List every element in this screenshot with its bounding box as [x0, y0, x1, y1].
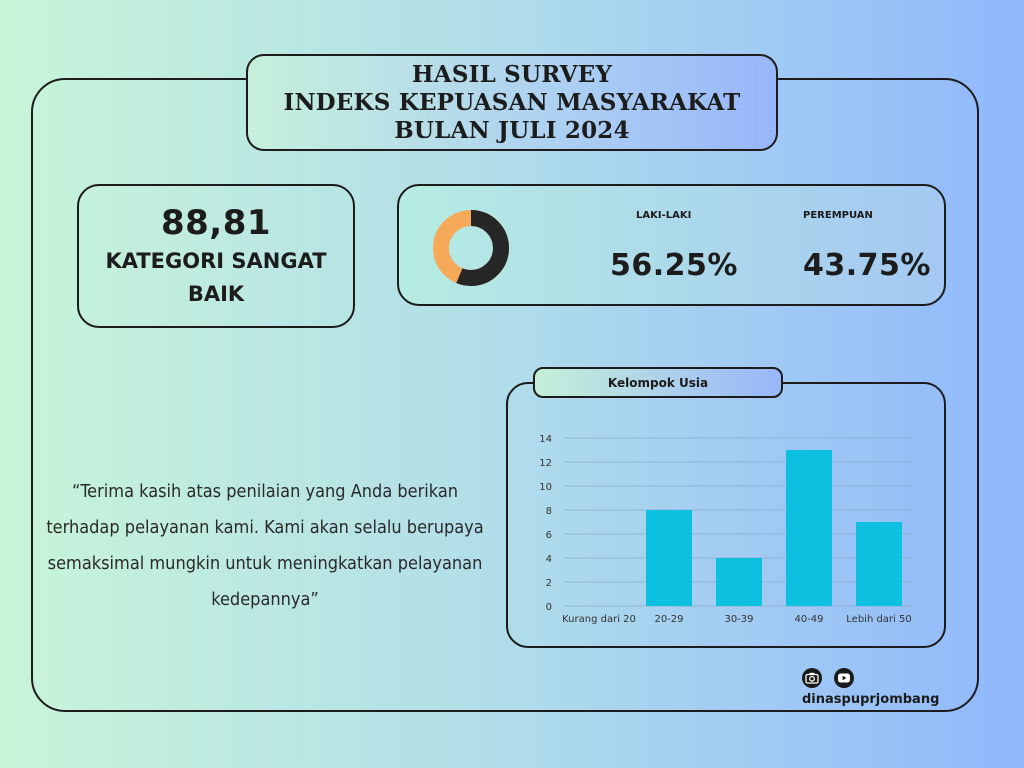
youtube-icon[interactable] — [834, 668, 854, 688]
x-tick-label: 30-39 — [724, 614, 753, 625]
camera-icon[interactable] — [802, 668, 822, 688]
y-tick-label: 10 — [539, 482, 552, 493]
male-label: LAKI-LAKI — [636, 210, 692, 221]
y-tick-label: 4 — [546, 554, 552, 565]
y-tick-label: 2 — [546, 578, 552, 589]
title-banner: HASIL SURVEY INDEKS KEPUASAN MASYARAKAT … — [246, 54, 778, 151]
gender-donut-chart — [433, 210, 509, 286]
age-chart-title: Kelompok Usia — [533, 367, 783, 398]
title-line-2: INDEKS KEPUASAN MASYARAKAT — [283, 88, 741, 116]
x-tick-label: 20-29 — [654, 614, 683, 625]
y-tick-label: 0 — [546, 602, 552, 613]
score-category: KATEGORI SANGAT BAIK — [105, 249, 327, 306]
y-tick-label: 14 — [539, 434, 552, 445]
x-tick-label: Kurang dari 20 — [562, 614, 636, 625]
y-tick-label: 12 — [539, 458, 552, 469]
age-bar-chart: 0 2 4 6 8 10 12 14 Kurang dari 20 20-29 30-39 40-49… — [539, 434, 914, 625]
y-tick-label: 6 — [546, 530, 552, 541]
donut-male-slice — [433, 210, 509, 286]
title-line-3: BULAN JULI 2024 — [394, 116, 630, 144]
thank-you-quote: “Terima kasih atas penilaian yang Anda b… — [46, 481, 484, 610]
x-tick-label: 40-49 — [794, 614, 823, 625]
bar — [856, 522, 902, 606]
bar — [716, 558, 762, 606]
score-value: 88,81 — [160, 203, 272, 243]
male-percentage: 56.25% — [610, 248, 738, 283]
score-card: 88,81 KATEGORI SANGAT BAIK — [77, 184, 355, 328]
x-tick-label: Lebih dari 50 — [846, 614, 911, 625]
social-handle[interactable]: dinaspuprjombang — [802, 692, 940, 707]
gender-card: LAKI-LAKI 56.25% PEREMPUAN 43.75% — [397, 184, 946, 306]
female-label: PEREMPUAN — [803, 210, 873, 221]
bar — [646, 510, 692, 606]
female-percentage: 43.75% — [803, 248, 931, 283]
y-tick-label: 8 — [546, 506, 552, 517]
title-line-1: HASIL SURVEY — [411, 60, 613, 88]
bar — [786, 450, 832, 606]
